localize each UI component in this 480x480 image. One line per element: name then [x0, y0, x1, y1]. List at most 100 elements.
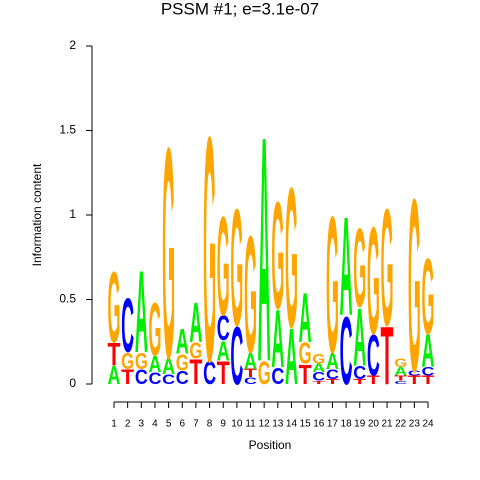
x-tick-label: 13 — [272, 419, 284, 430]
logo-letter: G — [422, 236, 435, 357]
logo-letter: A — [299, 278, 312, 357]
x-tick-label: 8 — [207, 419, 213, 430]
x-tick-label: 5 — [166, 419, 172, 430]
logo-letter: C — [121, 282, 134, 368]
logo-letter: A — [394, 365, 407, 378]
logo-letter: A — [176, 322, 189, 362]
logo-letter: G — [203, 71, 216, 430]
logo-letter: G — [258, 355, 271, 392]
logo-letter: G — [135, 349, 148, 375]
logo-letter: G — [217, 188, 230, 346]
logo-letter: T — [408, 374, 422, 387]
logo-letter: G — [230, 175, 243, 361]
x-tick-label: 21 — [381, 419, 393, 430]
logo-letter: T — [217, 355, 230, 392]
logo-letter: A — [148, 352, 161, 378]
logo-letter: G — [244, 202, 257, 388]
logo-letter: A — [108, 363, 121, 391]
logo-letter: G — [353, 204, 366, 330]
logo-letter: C — [353, 363, 366, 384]
x-tick-label: 10 — [231, 419, 243, 430]
logo-letter: G — [176, 351, 189, 377]
x-tick-label: 1 — [111, 419, 117, 430]
x-tick-label: 19 — [354, 419, 366, 430]
logo-letter: C — [135, 365, 148, 389]
y-tick-label: 1 — [69, 207, 76, 221]
logo-letter: A — [217, 335, 230, 367]
chart-title: PSSM #1; e=3.1e-07 — [161, 0, 319, 18]
logo-letter: T — [299, 358, 313, 390]
logo-letter: A — [353, 293, 366, 384]
logo-letter: C — [408, 370, 422, 377]
logo-letter: C — [217, 308, 230, 348]
logo-letter: T — [121, 365, 134, 389]
x-tick-label: 22 — [395, 419, 407, 430]
x-axis-label: Position — [249, 438, 292, 452]
x-tick-label: 9 — [220, 419, 226, 430]
logo-letter: G — [121, 349, 134, 375]
logo-letter: A — [312, 362, 325, 375]
logo-letter: G — [299, 336, 312, 370]
logo-letter: G — [108, 252, 121, 364]
x-tick-label: 2 — [125, 419, 131, 430]
logo-letter: G — [367, 195, 380, 366]
logo-letter: A — [271, 294, 284, 385]
y-tick-label: 0 — [69, 376, 76, 390]
x-tick-label: 7 — [193, 419, 199, 430]
y-axis-label: Information content — [30, 163, 44, 266]
x-tick-label: 20 — [368, 419, 380, 430]
logo-letter: T — [394, 375, 408, 382]
x-tick-label: 6 — [179, 419, 185, 430]
logo-letter: T — [367, 374, 381, 387]
logo-letter: A — [135, 245, 148, 377]
logo-letter: T — [312, 380, 325, 385]
logo-letter: G — [312, 351, 325, 367]
logo-letter: A — [189, 291, 202, 354]
logo-letter: C — [326, 366, 339, 382]
logo-letter: C — [312, 370, 325, 383]
logo-letter: C — [271, 364, 284, 390]
logo-letter: T — [244, 367, 258, 380]
logo-letter: T — [326, 379, 340, 386]
logo-letter: A — [258, 71, 271, 430]
logo-letter: G — [408, 147, 421, 422]
logo-letter: C — [244, 377, 257, 387]
y-tick-label: 0.5 — [59, 292, 76, 306]
logo-letter: G — [381, 175, 394, 361]
logo-letter: C — [203, 355, 216, 392]
logo-letter: A — [340, 188, 353, 346]
logo-letter: T — [189, 352, 202, 392]
logo-letter: G — [148, 288, 161, 372]
logo-letter: C — [394, 380, 407, 385]
y-tick-label: 2 — [69, 38, 76, 52]
logo-letter: G — [271, 170, 284, 341]
logo-letter: C — [162, 372, 175, 388]
x-tick-label: 23 — [409, 419, 421, 430]
y-tick-label: 1.5 — [59, 123, 76, 137]
logo-letter: G — [162, 87, 175, 422]
logo-letter: G — [189, 339, 202, 365]
logo-letter: G — [326, 177, 339, 394]
x-tick-label: 18 — [341, 419, 353, 430]
logo-letter: C — [422, 365, 435, 378]
x-tick-label: 15 — [300, 419, 312, 430]
logo-letter: G — [394, 357, 407, 370]
logo-letter: C — [340, 297, 353, 405]
x-tick-label: 14 — [286, 419, 298, 430]
logo-letter: C — [148, 371, 161, 389]
x-tick-label: 4 — [152, 419, 158, 430]
x-tick-label: 16 — [313, 419, 325, 430]
logo-letter: T — [381, 311, 394, 402]
logo-letter: A — [285, 313, 298, 402]
logo-letter: C — [176, 368, 189, 389]
x-tick-label: 11 — [245, 419, 256, 430]
logo-letter: T — [422, 374, 436, 387]
x-tick-label: 3 — [139, 419, 145, 430]
logo-letter: T — [108, 336, 121, 373]
logo-letter: C — [230, 311, 243, 402]
x-tick-label: 24 — [422, 419, 434, 430]
logo-letter: A — [162, 354, 175, 380]
logo-letter: A — [422, 326, 435, 378]
x-tick-label: 12 — [259, 419, 271, 430]
